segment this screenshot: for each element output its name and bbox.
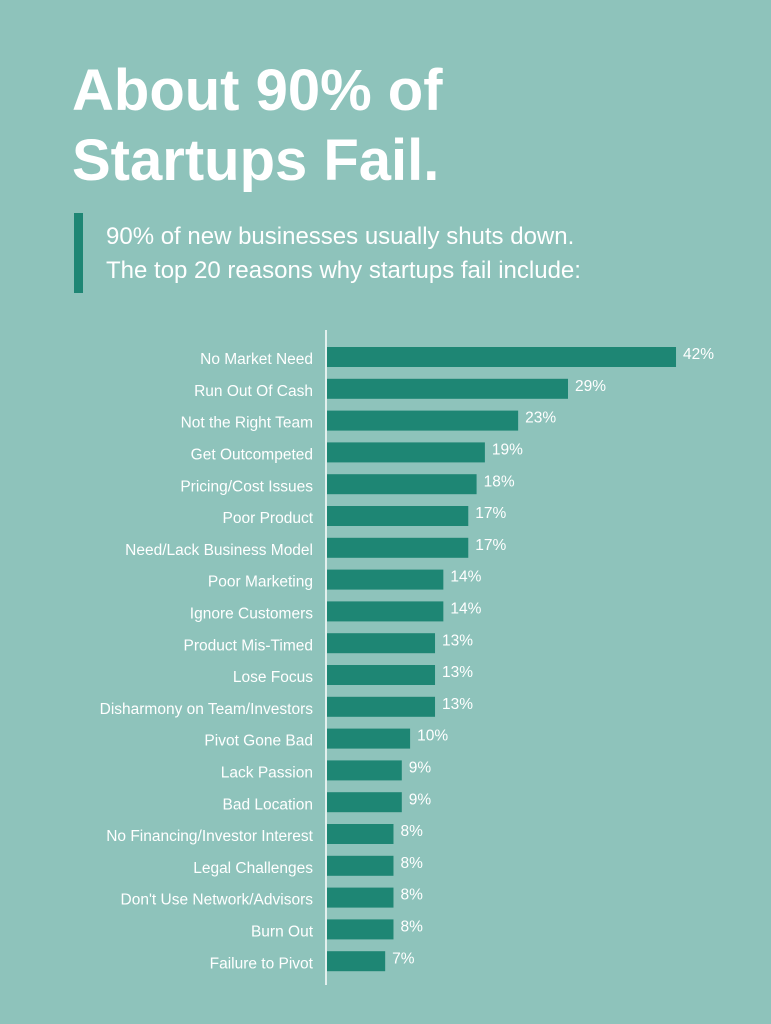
value-label: 8% — [400, 887, 423, 904]
title: About 90% of Startups Fail. — [72, 58, 443, 193]
category-label: Failure to Pivot — [210, 955, 314, 972]
category-label: Burn Out — [251, 923, 314, 940]
bar — [327, 601, 444, 622]
bar — [327, 696, 436, 717]
value-label: 10% — [417, 728, 448, 745]
subtitle: 90% of new businesses usually shuts down… — [106, 223, 575, 250]
bar — [327, 506, 469, 526]
value-label: 17% — [475, 537, 506, 554]
value-label: 8% — [400, 855, 423, 872]
bar — [327, 792, 402, 813]
category-label: Run Out Of Cash — [194, 383, 313, 400]
value-label: 18% — [484, 473, 515, 490]
category-label: Don't Use Network/Advisors — [121, 892, 314, 909]
value-label: 19% — [492, 441, 523, 458]
value-label: 9% — [409, 759, 432, 776]
bar — [327, 824, 394, 844]
value-label: 29% — [575, 378, 606, 395]
category-label: Get Outcompeted — [191, 446, 313, 463]
bar — [327, 378, 568, 399]
category-label: Poor Product — [223, 510, 314, 527]
category-label: Disharmony on Team/Investors — [100, 701, 314, 718]
bar — [327, 855, 394, 876]
category-label: Ignore Customers — [190, 605, 313, 622]
value-label: 9% — [409, 791, 432, 808]
bar — [327, 442, 485, 463]
bar — [327, 537, 469, 558]
category-label: Legal Challenges — [193, 860, 313, 877]
bar — [327, 347, 677, 367]
value-label: 23% — [525, 410, 556, 427]
category-label: Poor Marketing — [208, 574, 313, 591]
bar — [327, 410, 519, 431]
category-label: Bad Location — [223, 796, 314, 813]
category-label: Product Mis-Timed — [184, 637, 313, 654]
subtitle: The top 20 reasons why startups fail inc… — [106, 257, 581, 284]
bar — [327, 887, 394, 908]
bar — [327, 951, 386, 972]
value-label: 14% — [450, 600, 481, 617]
value-label: 17% — [475, 505, 506, 522]
value-label: 13% — [442, 696, 473, 713]
category-label: Not the Right Team — [181, 415, 313, 432]
category-label: Lose Focus — [233, 669, 313, 686]
accent-bar — [74, 213, 83, 293]
bar — [327, 919, 394, 940]
category-label: Need/Lack Business Model — [125, 542, 313, 559]
bar — [327, 760, 402, 781]
value-label: 7% — [392, 950, 415, 967]
value-label: 42% — [683, 346, 714, 363]
bar — [327, 728, 411, 749]
value-label: 8% — [400, 918, 423, 935]
value-label: 13% — [442, 632, 473, 649]
category-label: Pivot Gone Bad — [204, 733, 313, 750]
value-label: 14% — [450, 569, 481, 586]
bar — [327, 569, 444, 590]
bar — [327, 633, 436, 654]
category-label: No Financing/Investor Interest — [106, 828, 313, 845]
category-label: No Market Need — [200, 351, 313, 368]
bar — [327, 665, 436, 685]
category-label: Pricing/Cost Issues — [180, 478, 313, 495]
value-label: 13% — [442, 664, 473, 681]
value-label: 8% — [400, 823, 423, 840]
bar — [327, 474, 477, 495]
category-label: Lack Passion — [221, 764, 313, 781]
